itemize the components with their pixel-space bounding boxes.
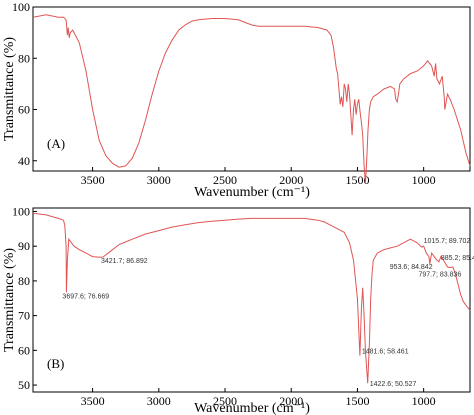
x-tick-label: 1500 bbox=[345, 173, 369, 187]
x-tick-label: 3000 bbox=[147, 394, 171, 408]
y-tick-label: 100 bbox=[12, 0, 30, 14]
peak-annotation: 1481.6; 58.461 bbox=[362, 349, 409, 356]
panel-a-spectrum-line bbox=[32, 14, 471, 184]
x-tick-label: 3500 bbox=[81, 394, 105, 408]
panel-b-spectrum-line bbox=[32, 212, 471, 384]
y-tick-label: 70 bbox=[18, 309, 30, 323]
panel-b-plot-frame bbox=[32, 207, 471, 393]
panel-b-y-axis-title: Transmittance (%) bbox=[2, 248, 17, 352]
x-tick-label: 1000 bbox=[412, 394, 436, 408]
panel-a-x-axis-title: Wavenumber (cm⁻¹) bbox=[194, 185, 310, 200]
peak-annotation: 953.6; 84.842 bbox=[390, 264, 433, 271]
peak-annotation: 1422.6; 50.527 bbox=[370, 381, 417, 388]
y-tick-label: 90 bbox=[18, 239, 30, 253]
x-tick-label: 2500 bbox=[213, 173, 237, 187]
panel-b-x-ticks: 3500 3000 2500 2000 1500 1000 bbox=[81, 388, 436, 408]
x-tick-label: 2000 bbox=[279, 173, 303, 187]
peak-annotation: 885.2; 85.498 bbox=[441, 255, 474, 262]
panel-a: Transmittance (%) Wavenumber (cm⁻¹) (A) … bbox=[2, 0, 471, 200]
x-tick-label: 2000 bbox=[279, 394, 303, 408]
x-tick-label: 1500 bbox=[345, 394, 369, 408]
y-tick-label: 60 bbox=[18, 343, 30, 357]
panel-a-plot-frame bbox=[32, 6, 471, 172]
y-tick-label: 80 bbox=[18, 274, 30, 288]
panel-b-label: (B) bbox=[47, 356, 64, 371]
x-tick-label: 1000 bbox=[412, 173, 436, 187]
panel-b-x-axis-title: Wavenumber (cm⁻¹) bbox=[194, 401, 310, 415]
panel-b-y-ticks: 50 60 70 80 90 100 bbox=[12, 204, 37, 392]
x-tick-label: 2500 bbox=[213, 394, 237, 408]
y-tick-label: 60 bbox=[18, 103, 30, 117]
panel-a-y-ticks: 40 60 80 100 bbox=[12, 0, 37, 168]
x-tick-label: 3000 bbox=[147, 173, 171, 187]
panel-b-peak-annotations: 3697.6; 76.669 3421.7; 86.892 1481.6; 58.4… bbox=[62, 238, 474, 388]
y-tick-label: 50 bbox=[18, 378, 30, 392]
x-tick-label: 3500 bbox=[81, 173, 105, 187]
panel-a-label: (A) bbox=[47, 136, 65, 151]
panel-a-y-axis-title: Transmittance (%) bbox=[2, 37, 17, 141]
peak-annotation: 3697.6; 76.669 bbox=[62, 293, 109, 300]
peak-annotation: 1015.7; 89.702 bbox=[424, 238, 471, 245]
panel-b: Transmittance (%) Wavenumber (cm⁻¹) (B) … bbox=[2, 204, 474, 415]
peak-annotation: 3421.7; 86.892 bbox=[101, 258, 148, 265]
peak-annotation: 797.7; 83.836 bbox=[418, 272, 461, 279]
y-tick-label: 40 bbox=[18, 154, 30, 168]
panel-a-x-ticks: 3500 3000 2500 2000 1500 1000 bbox=[81, 167, 436, 187]
y-tick-label: 80 bbox=[18, 51, 30, 65]
y-tick-label: 100 bbox=[12, 204, 30, 218]
